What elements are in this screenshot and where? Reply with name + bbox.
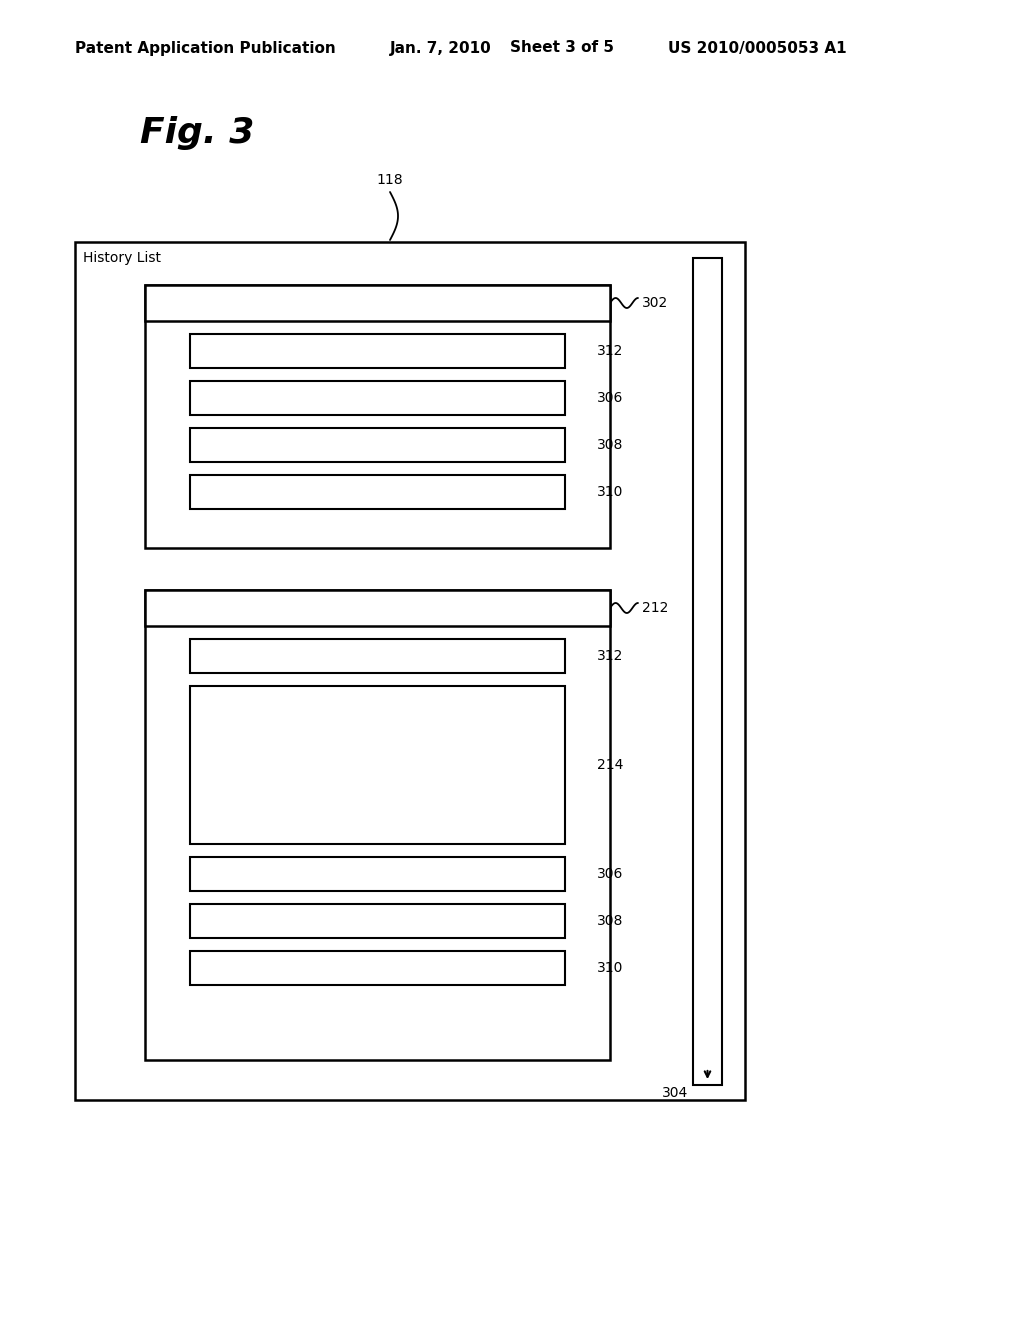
Text: 306: 306 bbox=[597, 867, 624, 880]
Text: Tag: Tag bbox=[364, 867, 391, 880]
Bar bbox=[190, 950, 565, 985]
Text: 304: 304 bbox=[662, 1086, 688, 1100]
Bar bbox=[190, 428, 565, 462]
Text: URL: URL bbox=[362, 961, 393, 975]
Text: 308: 308 bbox=[597, 438, 624, 451]
Text: US 2010/0005053 A1: US 2010/0005053 A1 bbox=[668, 41, 847, 55]
Bar bbox=[145, 285, 610, 321]
Bar bbox=[190, 334, 565, 368]
Text: 310: 310 bbox=[597, 961, 624, 975]
Bar bbox=[190, 857, 565, 891]
Text: 312: 312 bbox=[597, 345, 624, 358]
Text: Model Representation: Model Representation bbox=[291, 723, 464, 738]
Text: Name: Name bbox=[355, 913, 400, 928]
Bar bbox=[75, 242, 745, 1100]
Bar bbox=[693, 257, 722, 1085]
Text: Data Entry – Added April 29, 2008, 12:06:57 PM CDT: Data Entry – Added April 29, 2008, 12:06… bbox=[153, 601, 562, 615]
Text: 214: 214 bbox=[597, 758, 624, 772]
Text: History List: History List bbox=[83, 251, 161, 265]
Text: Type Indicator: Comprises URL: Type Indicator: Comprises URL bbox=[258, 345, 498, 358]
Text: Data Entry – Added April 29, 2008, 12:05:12 PM CDT: Data Entry – Added April 29, 2008, 12:05… bbox=[153, 296, 563, 310]
Text: 118: 118 bbox=[377, 173, 403, 187]
Text: 302: 302 bbox=[642, 296, 669, 310]
Text: Subset of DOM: Subset of DOM bbox=[319, 795, 436, 808]
Text: Fig. 3: Fig. 3 bbox=[140, 116, 254, 150]
Bar bbox=[145, 285, 610, 548]
Text: Name: Name bbox=[355, 438, 400, 451]
Bar bbox=[190, 381, 565, 414]
Bar bbox=[145, 590, 610, 626]
Text: Type Indicator: Includes Model: Type Indicator: Includes Model bbox=[258, 649, 498, 663]
Bar bbox=[190, 475, 565, 510]
Text: 310: 310 bbox=[597, 484, 624, 499]
Text: 308: 308 bbox=[597, 913, 624, 928]
Bar bbox=[190, 686, 565, 843]
Text: 312: 312 bbox=[597, 649, 624, 663]
Text: Patent Application Publication: Patent Application Publication bbox=[75, 41, 336, 55]
Text: Display Subset or other: Display Subset or other bbox=[285, 770, 470, 783]
Text: Jan. 7, 2010: Jan. 7, 2010 bbox=[390, 41, 492, 55]
Text: Tag: Tag bbox=[364, 391, 391, 405]
Bar bbox=[145, 590, 610, 1060]
Text: 306: 306 bbox=[597, 391, 624, 405]
Bar bbox=[190, 904, 565, 939]
Text: Sheet 3 of 5: Sheet 3 of 5 bbox=[510, 41, 614, 55]
Text: URL: URL bbox=[362, 484, 393, 499]
Text: 212: 212 bbox=[642, 601, 669, 615]
Bar bbox=[190, 639, 565, 673]
